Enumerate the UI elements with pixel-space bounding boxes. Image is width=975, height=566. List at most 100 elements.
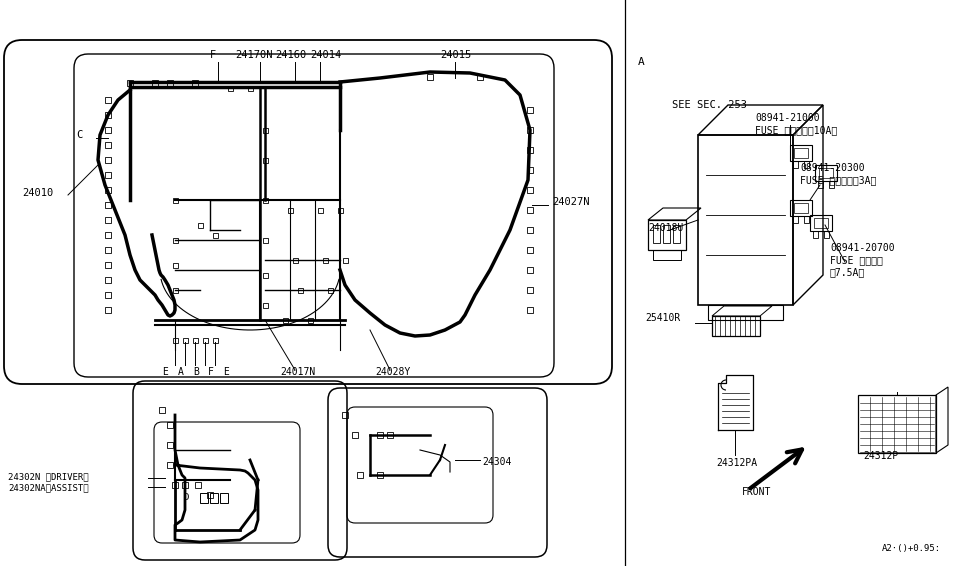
- Bar: [127, 80, 133, 86]
- Bar: [182, 482, 188, 488]
- Text: FUSE ヒューズ（10A）: FUSE ヒューズ（10A）: [755, 125, 838, 135]
- Bar: [105, 127, 111, 133]
- Bar: [262, 157, 267, 162]
- Text: A: A: [178, 367, 184, 377]
- Bar: [712, 316, 760, 336]
- Bar: [342, 412, 348, 418]
- Bar: [192, 80, 198, 86]
- Bar: [172, 482, 178, 488]
- Bar: [220, 493, 228, 503]
- Bar: [794, 148, 808, 158]
- Bar: [262, 198, 267, 203]
- Text: E: E: [162, 367, 168, 377]
- Text: 24010: 24010: [22, 188, 54, 198]
- Bar: [227, 85, 232, 91]
- Bar: [105, 202, 111, 208]
- Bar: [824, 231, 829, 238]
- Bar: [527, 147, 533, 153]
- Bar: [105, 217, 111, 223]
- Bar: [198, 222, 203, 228]
- Bar: [328, 288, 332, 293]
- Bar: [323, 258, 328, 263]
- Bar: [207, 492, 213, 498]
- Text: 24160: 24160: [275, 50, 306, 60]
- Bar: [248, 85, 253, 91]
- Text: 24028Y: 24028Y: [375, 367, 410, 377]
- Text: 24018U: 24018U: [648, 223, 683, 233]
- Bar: [173, 198, 177, 203]
- Text: D: D: [183, 492, 188, 501]
- Bar: [804, 216, 809, 223]
- Bar: [195, 482, 201, 488]
- Bar: [804, 161, 809, 168]
- Text: E: E: [223, 367, 229, 377]
- Bar: [105, 142, 111, 148]
- Bar: [318, 208, 323, 212]
- Bar: [173, 337, 177, 342]
- Bar: [858, 395, 936, 453]
- Text: 24302N 〈DRIVER〉: 24302N 〈DRIVER〉: [8, 473, 89, 482]
- Bar: [357, 472, 363, 478]
- Text: 24302NA〈ASSIST〉: 24302NA〈ASSIST〉: [8, 483, 89, 492]
- Text: 08941-20300: 08941-20300: [800, 163, 865, 173]
- Bar: [105, 187, 111, 193]
- Text: 08941-21000: 08941-21000: [755, 113, 820, 123]
- Bar: [288, 208, 292, 212]
- Bar: [262, 238, 267, 242]
- Bar: [159, 407, 165, 413]
- Text: 24017N: 24017N: [280, 367, 315, 377]
- Bar: [105, 277, 111, 283]
- Text: 24014: 24014: [310, 50, 341, 60]
- Bar: [387, 432, 393, 438]
- Bar: [105, 247, 111, 253]
- Bar: [307, 318, 313, 323]
- Bar: [167, 442, 173, 448]
- Text: A2·()+0.95:: A2·()+0.95:: [882, 543, 941, 552]
- Bar: [708, 305, 783, 320]
- Text: SEE SEC. 253: SEE SEC. 253: [672, 100, 747, 110]
- Bar: [527, 247, 533, 253]
- Bar: [527, 267, 533, 273]
- Bar: [210, 493, 218, 503]
- Bar: [698, 135, 793, 305]
- Bar: [819, 168, 833, 178]
- Bar: [793, 161, 798, 168]
- Bar: [152, 80, 158, 86]
- Bar: [377, 432, 383, 438]
- Bar: [203, 337, 208, 342]
- Bar: [262, 127, 267, 132]
- Bar: [527, 227, 533, 233]
- Text: 24015: 24015: [440, 50, 471, 60]
- Bar: [813, 231, 818, 238]
- Bar: [653, 225, 660, 243]
- Bar: [173, 288, 177, 293]
- Bar: [167, 462, 173, 468]
- Bar: [292, 258, 297, 263]
- Bar: [200, 493, 208, 503]
- Bar: [527, 127, 533, 133]
- Text: 08941-20700: 08941-20700: [830, 243, 895, 253]
- Bar: [790, 145, 812, 161]
- Bar: [105, 172, 111, 178]
- Text: FRONT: FRONT: [742, 487, 771, 497]
- Bar: [342, 258, 347, 263]
- Bar: [527, 307, 533, 313]
- Bar: [653, 250, 681, 260]
- Text: 24312PA: 24312PA: [716, 458, 758, 468]
- Bar: [477, 74, 483, 80]
- Bar: [527, 167, 533, 173]
- Bar: [105, 292, 111, 298]
- Bar: [793, 216, 798, 223]
- Text: F: F: [208, 367, 214, 377]
- Bar: [663, 225, 670, 243]
- Bar: [427, 74, 433, 80]
- Bar: [105, 307, 111, 313]
- Bar: [829, 181, 834, 188]
- Bar: [105, 232, 111, 238]
- Bar: [262, 302, 267, 307]
- Bar: [173, 263, 177, 268]
- Bar: [213, 337, 217, 342]
- Text: FUSE ヒューズ: FUSE ヒューズ: [830, 255, 883, 265]
- Text: C: C: [76, 130, 82, 140]
- Bar: [673, 225, 680, 243]
